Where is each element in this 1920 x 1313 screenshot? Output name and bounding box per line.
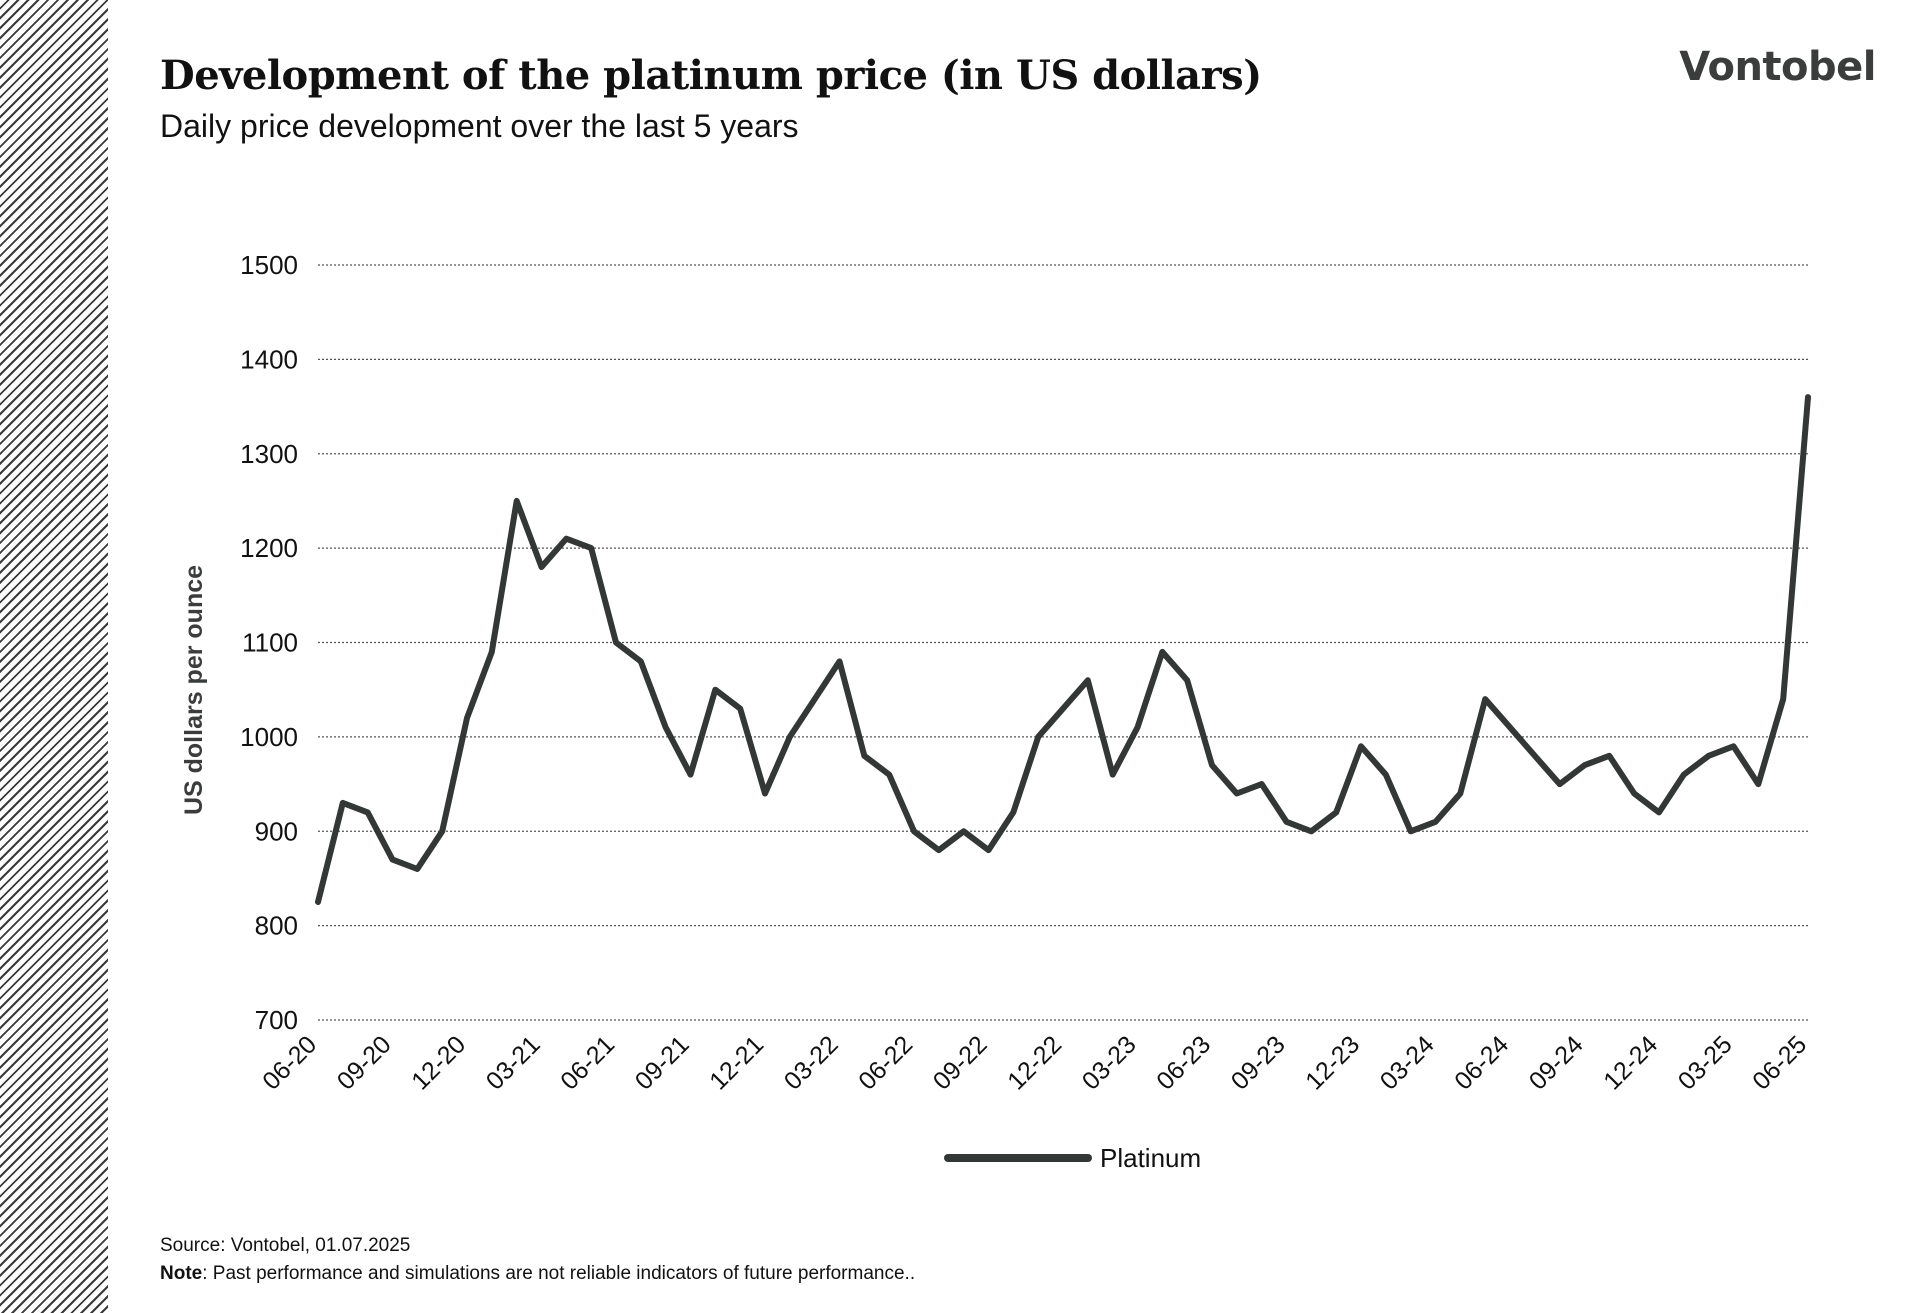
y-tick-label-1000: 1000 [240, 722, 298, 752]
vontobel-logo: Vontobel [1679, 44, 1876, 90]
y-axis-ticks: 700 800 900 1000 1100 1200 1300 1400 1500 [240, 250, 298, 1035]
x-axis-ticks: 06-20 09-20 12-20 03-21 06-21 09-21 12-21 03-22… [257, 1030, 1812, 1095]
x-tick-label-09-21: 09-21 [630, 1030, 695, 1095]
series-group [315, 394, 1811, 905]
x-tick-label-12-23: 12-23 [1300, 1030, 1365, 1095]
y-tick-label-1200: 1200 [240, 533, 298, 563]
y-tick-label-800: 800 [255, 911, 298, 941]
y-tick-label-900: 900 [255, 816, 298, 846]
source-text: Source: Vontobel, 01.07.2025 [160, 1235, 411, 1256]
x-tick-label-03-24: 03-24 [1375, 1030, 1440, 1095]
note-label: Note [160, 1263, 203, 1284]
y-tick-label-700: 700 [255, 1005, 298, 1035]
note-line: Note: Past performance and simulations a… [160, 1260, 915, 1288]
y-axis-label: US dollars per ounce [180, 565, 208, 815]
chart-title: Development of the platinum price (in US… [160, 52, 1262, 99]
x-tick-label-06-23: 06-23 [1151, 1030, 1216, 1095]
x-tick-label-12-20: 12-20 [406, 1030, 471, 1095]
chart-subtitle: Daily price development over the last 5 … [160, 108, 799, 144]
legend: Platinum [944, 1143, 1201, 1173]
hatched-side-band [0, 0, 108, 1313]
y-tick-label-1500: 1500 [240, 250, 298, 280]
x-tick-label-06-25: 06-25 [1747, 1030, 1812, 1095]
x-tick-label-12-22: 12-22 [1002, 1030, 1067, 1095]
y-tick-label-1100: 1100 [242, 628, 298, 658]
y-tick-label-1400: 1400 [240, 344, 298, 374]
x-tick-label-06-20: 06-20 [257, 1030, 322, 1095]
x-tick-label-12-24: 12-24 [1598, 1030, 1663, 1095]
x-tick-label-09-23: 09-23 [1226, 1030, 1291, 1095]
gridlines [318, 264, 1808, 1021]
legend-label-platinum: Platinum [1100, 1143, 1201, 1173]
x-tick-label-12-21: 12-21 [704, 1030, 769, 1095]
x-tick-label-03-25: 03-25 [1673, 1030, 1738, 1095]
series-line-0 [315, 394, 1811, 905]
x-tick-label-03-23: 03-23 [1077, 1030, 1142, 1095]
note-text: : Past performance and simulations are n… [202, 1263, 916, 1284]
footer: Source: Vontobel, 01.07.2025 Note: Past … [160, 1232, 915, 1288]
x-tick-label-09-20: 09-20 [332, 1030, 397, 1095]
x-tick-label-03-21: 03-21 [481, 1030, 546, 1095]
x-tick-label-06-24: 06-24 [1449, 1030, 1514, 1095]
x-tick-label-09-22: 09-22 [928, 1030, 993, 1095]
x-tick-label-09-24: 09-24 [1524, 1030, 1589, 1095]
x-tick-label-06-22: 06-22 [853, 1030, 918, 1095]
x-tick-label-03-22: 03-22 [779, 1030, 844, 1095]
x-tick-label-06-21: 06-21 [555, 1030, 620, 1095]
y-tick-label-1300: 1300 [240, 439, 298, 469]
